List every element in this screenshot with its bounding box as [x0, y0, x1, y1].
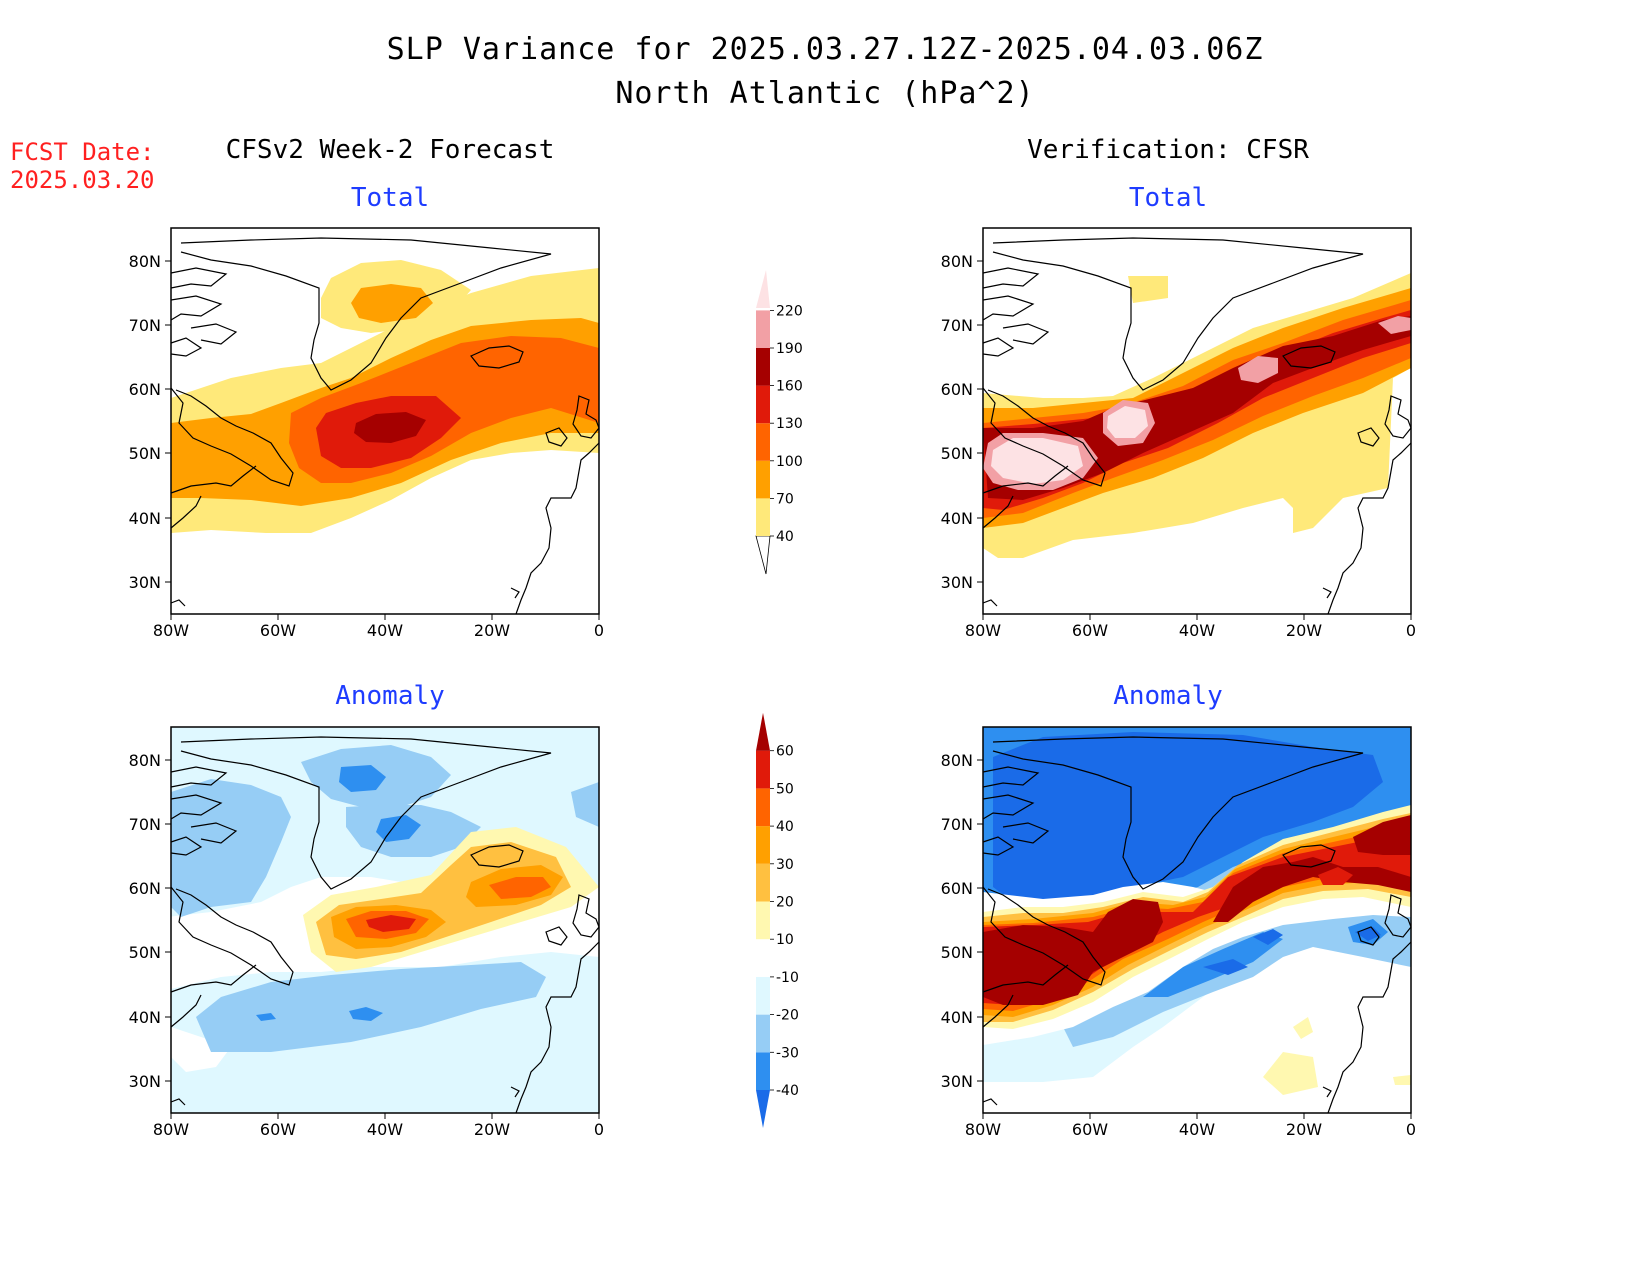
forecast-column-title: CFSv2 Week-2 Forecast [225, 135, 555, 165]
colorbar-lower-arrow [755, 535, 771, 575]
lon-tick-label: 40W [1179, 1120, 1215, 1139]
verification-anomaly-map [982, 726, 1412, 1114]
lat-tick-label: 50N [941, 943, 973, 962]
lon-tick-label: 40W [367, 621, 403, 640]
forecast-anomaly-map [170, 726, 600, 1114]
colorbar-segment [756, 310, 770, 348]
colorbar-segment [756, 826, 770, 864]
lat-tick-label: 60N [941, 380, 973, 399]
colorbar-label: -40 [776, 1083, 799, 1099]
colorbar-segment [756, 750, 770, 789]
lat-tick-label: 70N [129, 815, 161, 834]
verification-total-map [982, 227, 1412, 615]
colorbar-segment [756, 423, 770, 461]
forecast-date-value: 2025.03.20 [10, 166, 155, 194]
forecast-anomaly-title: Anomaly [335, 681, 445, 711]
forecast-total-map [170, 227, 600, 615]
main-subtitle: North Atlantic (hPa^2) [615, 76, 1035, 111]
colorbar-label: -20 [776, 1008, 799, 1024]
colorbar-segment [756, 385, 770, 424]
verification-total-title: Total [1128, 183, 1208, 213]
forecast-date-label: FCST Date: [10, 138, 155, 166]
lon-tick-label: 80W [965, 621, 1001, 640]
verification-column-title: Verification: CFSR [1027, 135, 1309, 165]
lat-tick-label: 60N [129, 380, 161, 399]
colorbar-segment [756, 939, 770, 977]
lon-tick-label: 80W [965, 1120, 1001, 1139]
lon-tick-label: 40W [1179, 621, 1215, 640]
colorbar-label: 30 [776, 857, 794, 873]
colorbar-segment [756, 1014, 770, 1053]
lon-tick-label: 0 [1406, 1120, 1416, 1139]
lat-tick-label: 30N [941, 573, 973, 592]
lon-tick-label: 20W [1286, 1120, 1322, 1139]
colorbar-upper-arrow [756, 270, 770, 308]
lat-tick-label: 30N [129, 1072, 161, 1091]
axes-layer: 80N 70N 60N 50N 40N 30N 80W 60W 40W 20W 0 80N 70N 60N… [129, 252, 1416, 1139]
lon-tick-label: 20W [474, 1120, 510, 1139]
lat-tick-label: 70N [941, 316, 973, 335]
lon-tick-label: 40W [367, 1120, 403, 1139]
lon-tick-label: 0 [594, 621, 604, 640]
colorbar-label: 160 [776, 379, 803, 395]
colorbar-label: 100 [776, 454, 803, 470]
colorbar-label: 40 [776, 819, 794, 835]
verification-anomaly-title: Anomaly [1113, 681, 1223, 711]
lat-tick-label: 40N [129, 1008, 161, 1027]
colorbar-segment [756, 498, 770, 536]
colorbar-label: 60 [776, 744, 794, 760]
colorbar-label: 220 [776, 303, 803, 319]
lon-tick-label: 0 [1406, 621, 1416, 640]
lat-tick-label: 80N [941, 252, 973, 271]
colorbar-segment [756, 901, 770, 940]
forecast-total-title: Total [350, 183, 430, 213]
lat-tick-label: 80N [129, 751, 161, 770]
colorbar-segment [756, 1052, 770, 1090]
colorbar-label: 10 [776, 932, 794, 948]
lat-tick-label: 50N [941, 444, 973, 463]
lat-tick-label: 30N [129, 573, 161, 592]
colorbar-segment [756, 788, 770, 827]
anomaly-colorbar: -40 -30 -20 -10 10 20 30 40 50 60 [756, 712, 799, 1128]
lat-tick-label: 80N [129, 252, 161, 271]
lat-tick-label: 50N [129, 444, 161, 463]
lon-tick-label: 20W [1286, 621, 1322, 640]
lat-tick-label: 50N [129, 943, 161, 962]
colorbar-label: -10 [776, 970, 799, 986]
colorbar-label: 70 [776, 491, 794, 507]
lat-tick-label: 40N [941, 509, 973, 528]
lon-tick-label: 60W [1072, 621, 1108, 640]
colorbar-label: 20 [776, 895, 794, 911]
colorbar-label: 190 [776, 341, 803, 357]
lon-tick-label: 20W [474, 621, 510, 640]
colorbar-segment [756, 348, 770, 386]
colorbar-segment [756, 460, 770, 499]
lon-tick-label: 60W [1072, 1120, 1108, 1139]
lat-tick-label: 60N [941, 879, 973, 898]
colorbar-lower-arrow [756, 1090, 770, 1128]
forecast-date: FCST Date: 2025.03.20 [10, 138, 155, 194]
colorbar-label: 40 [776, 529, 794, 545]
lat-tick-label: 40N [129, 509, 161, 528]
lon-tick-label: 60W [260, 1120, 296, 1139]
lat-tick-label: 30N [941, 1072, 973, 1091]
lat-tick-label: 60N [129, 879, 161, 898]
lon-tick-label: 0 [594, 1120, 604, 1139]
lon-tick-label: 60W [260, 621, 296, 640]
main-title: SLP Variance for 2025.03.27.12Z-2025.04.… [386, 32, 1264, 67]
colorbar-label: 50 [776, 781, 794, 797]
colorbar-segment [756, 863, 770, 902]
lat-tick-label: 40N [941, 1008, 973, 1027]
lon-tick-label: 80W [153, 1120, 189, 1139]
lat-tick-label: 80N [941, 751, 973, 770]
lat-tick-label: 70N [941, 815, 973, 834]
colorbar-label: 130 [776, 416, 803, 432]
colorbar-segment [756, 976, 770, 1015]
colorbar-label: -30 [776, 1045, 799, 1061]
colorbar-upper-arrow [756, 712, 770, 751]
lon-tick-label: 80W [153, 621, 189, 640]
total-colorbar: 40 70 100 130 160 190 220 [755, 270, 803, 575]
lat-tick-label: 70N [129, 316, 161, 335]
